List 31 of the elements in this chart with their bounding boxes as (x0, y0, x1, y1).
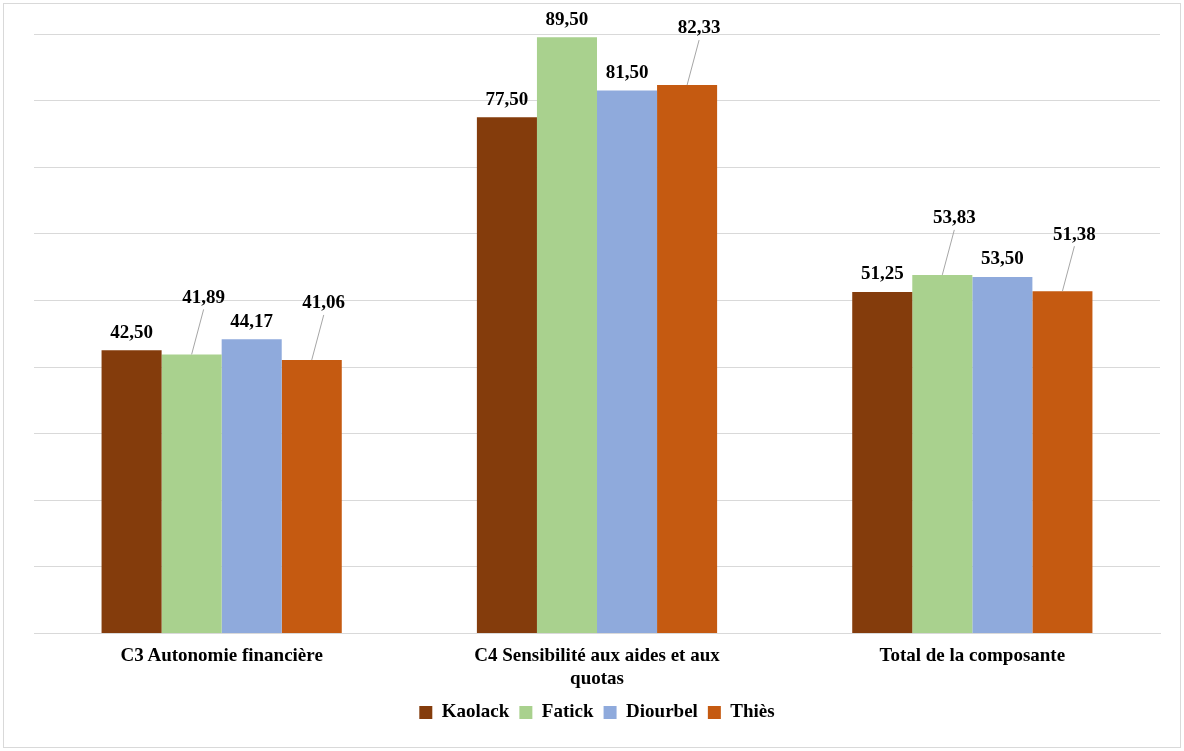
legend-label: Fatick (541, 700, 595, 722)
bar (221, 339, 282, 633)
data-label: 53,83 (932, 206, 976, 228)
legend-label: Kaolack (441, 700, 510, 722)
data-label: 41,06 (302, 291, 346, 313)
data-label: 51,38 (1053, 222, 1096, 244)
data-label: 53,50 (980, 247, 1024, 269)
bar (161, 354, 222, 633)
bar (101, 350, 162, 633)
data-label: 82,33 (677, 16, 721, 38)
x-tick-label: Total de la composante (879, 643, 1066, 665)
x-tick-label: C3 Autonomie financière (120, 643, 323, 665)
legend-label: Thiès (730, 700, 775, 722)
data-label: 89,50 (545, 7, 589, 29)
bar (597, 90, 658, 633)
data-label: 77,50 (485, 87, 529, 109)
data-label: 42,50 (110, 320, 153, 342)
data-label: 41,89 (182, 285, 226, 307)
x-tick-label: C4 Sensibilité aux aides et aux quotas (474, 643, 721, 688)
bar (657, 85, 718, 633)
bar (972, 277, 1033, 633)
data-label: 44,17 (230, 309, 274, 331)
data-label: 81,50 (605, 61, 649, 83)
legend-label: Diourbel (626, 700, 698, 722)
bar (1032, 291, 1093, 633)
bar (912, 274, 973, 633)
data-label: 51,25 (860, 262, 904, 284)
bar (476, 117, 537, 633)
bar (852, 292, 913, 633)
bar (281, 359, 342, 633)
bar (536, 37, 597, 633)
